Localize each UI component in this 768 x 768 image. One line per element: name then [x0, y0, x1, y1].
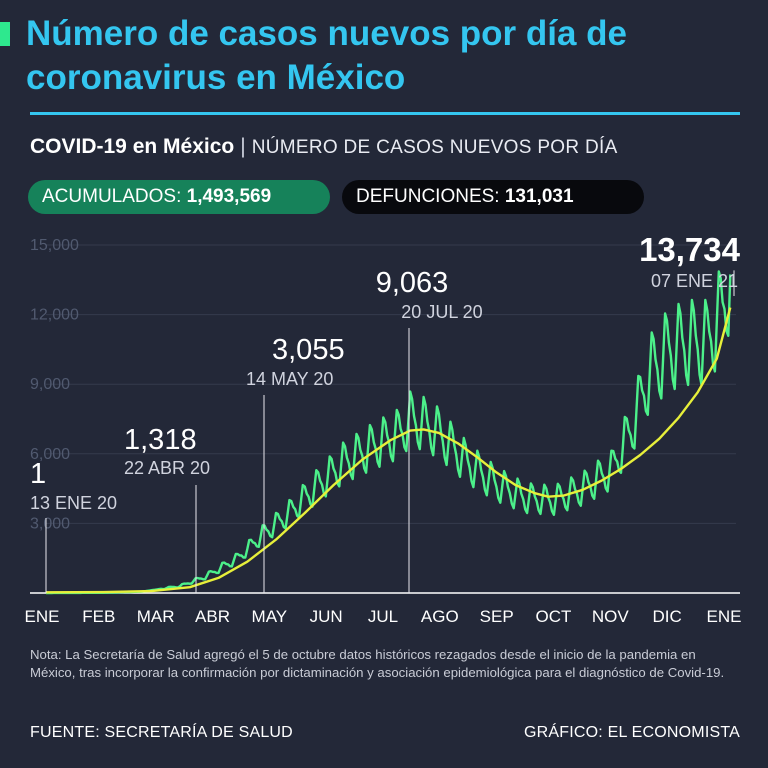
daily-cases-line: [46, 270, 732, 595]
subtitle-description: NÚMERO DE CASOS NUEVOS POR DÍA: [251, 137, 618, 158]
x-tick-label: SEP: [480, 607, 514, 626]
accumulated-value: 1,493,569: [186, 186, 272, 207]
accumulated-badge: ACUMULADOS: 1,493,569: [28, 180, 330, 214]
subtitle-country: COVID-19 en México: [30, 135, 235, 158]
title-accent-bar: [0, 22, 10, 46]
x-tick-label: MAR: [137, 607, 175, 626]
annotation-value: 13,734: [639, 231, 741, 268]
graphic-credit: GRÁFICO: EL ECONOMISTA: [524, 724, 740, 741]
deaths-label: DEFUNCIONES:: [356, 186, 500, 207]
x-tick-label: MAY: [252, 607, 288, 626]
annotation-value: 3,055: [272, 334, 345, 366]
x-tick-label: FEB: [82, 607, 115, 626]
annotation-date: 13 ENE 20: [30, 493, 117, 513]
annotation-date: 07 ENE 21: [651, 271, 738, 291]
trend-line: [45, 307, 732, 594]
annotation-value: 1: [30, 458, 46, 490]
x-tick-label: ENE: [707, 607, 742, 626]
x-tick-label: OCT: [536, 607, 572, 626]
y-tick-label: 3,000: [30, 515, 70, 532]
x-tick-label: DIC: [653, 607, 682, 626]
x-tick-label: JUL: [368, 607, 398, 626]
chart-subtitle: COVID-19 en México | NÚMERO DE CASOS NUEVO…: [30, 134, 618, 161]
y-tick-label: 6,000: [30, 446, 70, 463]
accumulated-label: ACUMULADOS:: [42, 186, 182, 207]
annotation-value: 1,318: [124, 424, 197, 456]
cases-chart: 3,000 6,000 9,000 12,000 15,000 ENE FEB MAR ABR M…: [25, 231, 742, 626]
x-tick-label: NOV: [592, 607, 630, 626]
annotation-date: 14 MAY 20: [246, 369, 333, 389]
y-tick-label: 9,000: [30, 376, 70, 393]
subtitle-separator: |: [240, 135, 246, 158]
deaths-badge: DEFUNCIONES: 131,031: [342, 180, 644, 214]
x-tick-label: AGO: [421, 607, 459, 626]
deaths-value: 131,031: [504, 186, 574, 207]
page-title: Número de casos nuevos por día de corona…: [26, 14, 627, 97]
annotation-date: 22 ABR 20: [124, 458, 210, 478]
annotation-date: 20 JUL 20: [401, 302, 482, 322]
x-tick-label: ABR: [195, 607, 230, 626]
y-tick-label: 15,000: [30, 237, 79, 254]
x-tick-label: JUN: [310, 607, 343, 626]
annotation-value: 9,063: [376, 267, 449, 299]
y-tick-label: 12,000: [30, 307, 79, 324]
source-credit: FUENTE: SECRETARÍA DE SALUD: [30, 724, 293, 741]
footnote: Nota: La Secretaría de Salud agregó el 5…: [30, 647, 725, 680]
x-tick-label: ENE: [25, 607, 60, 626]
title-rule: [30, 112, 740, 115]
